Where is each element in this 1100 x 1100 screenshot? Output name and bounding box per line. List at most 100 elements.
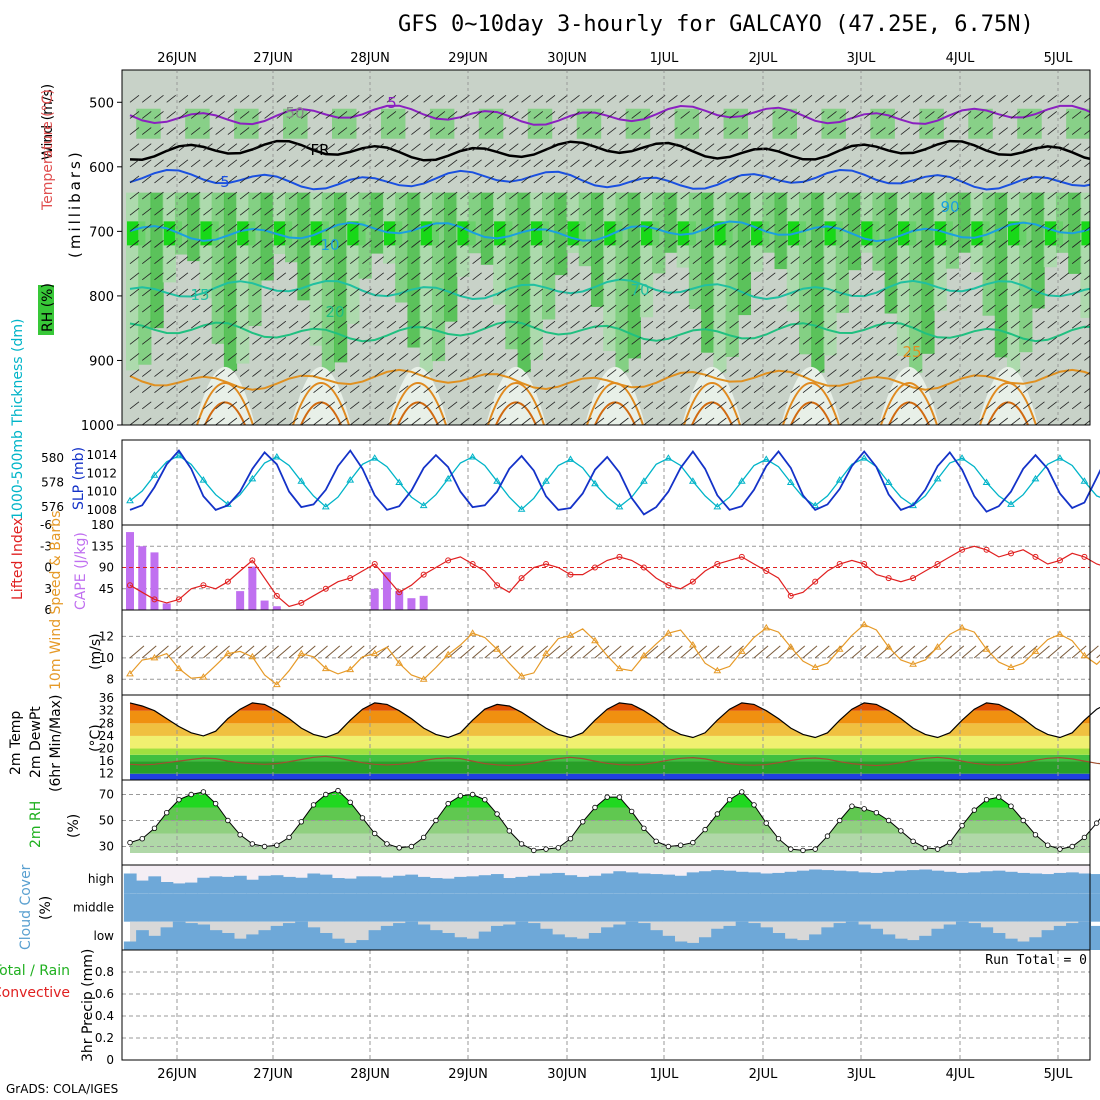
wind-barb [545,224,556,232]
wind-barb [802,320,813,329]
wind-barb [680,159,690,168]
wind-barb [778,256,788,264]
wind-barb [704,175,715,184]
wind-barb [839,127,849,135]
wind-barb [814,337,825,345]
wind-speed-series-point [272,680,281,688]
wind-barb [802,143,813,151]
wind-barb [337,127,348,135]
wind-barb [961,256,972,264]
isotherm-30-arch [389,382,447,425]
rh-point [335,787,341,794]
wind-barb [337,94,348,103]
wind-barb [1022,127,1033,135]
wind-barb [655,417,666,425]
lifted-index-series-point [543,560,550,567]
wind-barb [900,175,911,184]
wind-barb [264,353,274,361]
cloud-bar [723,925,737,950]
wind-barb [912,94,923,103]
wind-barb [643,111,654,119]
wind-barb [692,337,703,345]
wind-barb [533,111,544,119]
wind-barb [276,175,287,184]
wind-barb [435,207,446,216]
wind-barb [325,240,336,248]
wind-barb [986,256,996,264]
cloud-bar [258,875,272,894]
cloud-label: Cloud Cover [18,864,34,950]
wind-barb [619,337,629,345]
wind-barb [1047,304,1057,313]
wind-barb [839,320,849,329]
wind-barb [1059,191,1070,200]
isotherm-30-arch [196,382,254,425]
wind-barb [129,224,140,232]
wind-barb [190,337,201,345]
cloud-bar [796,940,810,950]
wind-barb [129,111,140,119]
surface-wind-barb [215,645,230,659]
cloud-bar [197,877,211,894]
rh-point [359,815,366,821]
wind-barb [900,417,911,425]
wind-barb [778,143,788,151]
wind-barb [178,304,189,313]
wind-barb [141,143,152,151]
cloud-bar [160,893,174,922]
wind-barb [1097,337,1100,344]
surface-wind-barb [851,645,867,659]
isotherm-35-arch [397,401,439,425]
wind-barb [974,143,984,151]
rh-point [861,806,867,812]
surface-wind-barb [790,645,806,659]
wind-barb [190,401,201,410]
wind-barb [594,207,605,216]
wind-barb [558,256,568,264]
wind-barb [741,94,752,103]
wind-barb [594,159,605,168]
wind-barb [741,320,752,329]
wind-barb [998,159,1009,168]
surface-wind-barb [386,645,402,659]
wind-barb [374,272,384,281]
wind-barb [460,385,470,394]
wind-barb [949,175,960,184]
wind-barb [166,175,176,184]
wind-barb [643,256,654,264]
wind-barb [313,304,323,313]
wind-barb [986,401,996,410]
thickness-series-point [493,477,501,484]
wind-barb [264,159,274,168]
wind-barb [961,175,972,184]
wind-barb [704,417,715,425]
wind-barb [411,353,421,361]
wind-barb [166,385,176,394]
wind-barb [484,143,495,151]
wind-barb [570,385,580,394]
wind-barb [129,401,140,410]
contour-label: 50 [285,104,304,122]
wind-barb [386,417,397,425]
wind-barb [778,111,788,119]
rh-cell [260,192,274,281]
rh-cell [493,192,507,305]
wind-barb [350,320,360,329]
lifted-index-series-point [127,582,133,589]
cloud-bar [503,878,516,894]
rh-point [1081,834,1088,841]
wind-barb [509,304,519,313]
wind-barb [741,207,752,216]
wind-barb [900,401,911,410]
wind-barb [766,272,776,281]
lifted-index-series-point [494,582,501,589]
wind-barb [276,256,287,264]
wind-barb [362,191,372,200]
wind-barb [998,127,1009,135]
wind-barb [827,191,837,200]
wind-barb [276,417,287,425]
lifted-index-series-point [738,553,745,560]
wind-barb [227,401,238,410]
wind-barb [1059,288,1070,297]
cloud-bar [1066,872,1079,894]
